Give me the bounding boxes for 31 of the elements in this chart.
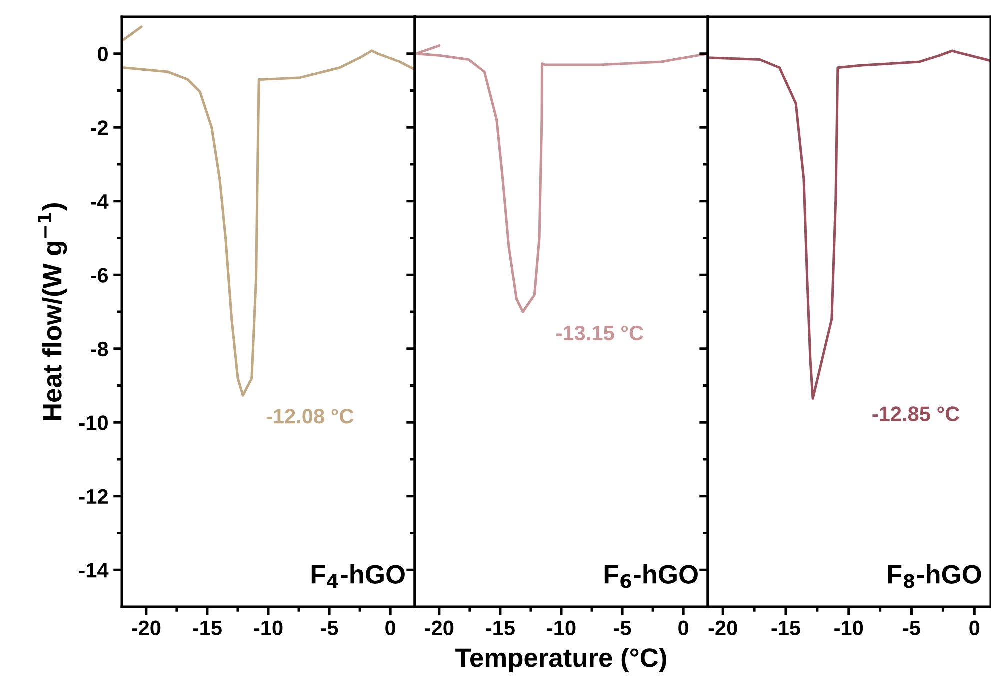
y-tick-label: -4: [91, 194, 109, 209]
x-tick-label: -15: [772, 620, 800, 636]
x-tick-label: 0: [970, 620, 980, 636]
annotation: F$_{8}$-hGO: [888, 564, 982, 588]
y-tick-label: 0: [98, 46, 108, 62]
x-tick-label: -15: [486, 620, 515, 636]
annotation: -13.15 °C: [556, 326, 644, 341]
x-tick-label: -20: [425, 620, 454, 636]
x-tick-label: -10: [834, 620, 864, 636]
x-tick-label: -5: [321, 620, 338, 636]
x-tick-label: -10: [254, 620, 283, 636]
annotation: F$_{4}$-hGO: [312, 564, 405, 588]
y-tick-label: -14: [80, 563, 109, 578]
y-tick-label: -8: [91, 342, 108, 357]
x-tick-label: -10: [547, 620, 576, 636]
y-tick-label: -10: [80, 416, 108, 430]
x-axis-title: Temperature (°C): [456, 648, 666, 673]
y-axis-title: Heat flow/(W g$^{−1}$): [38, 203, 68, 420]
x-tick-label: 0: [678, 620, 689, 636]
x-tick-label: -20: [132, 620, 161, 636]
y-tick-label: -6: [91, 268, 108, 283]
annotation: -12.08 °C: [266, 409, 354, 424]
x-tick-label: -5: [903, 620, 920, 636]
x-tick-label: -15: [193, 620, 222, 636]
y-tick-label: -12: [80, 489, 108, 504]
x-tick-label: 0: [386, 620, 396, 636]
x-tick-label: -20: [708, 620, 738, 636]
annotation: F$_{6}$-hGO: [604, 564, 698, 588]
annotation: -12.85 °C: [872, 406, 960, 422]
x-tick-label: -5: [614, 620, 632, 636]
y-tick-label: -2: [91, 120, 108, 136]
